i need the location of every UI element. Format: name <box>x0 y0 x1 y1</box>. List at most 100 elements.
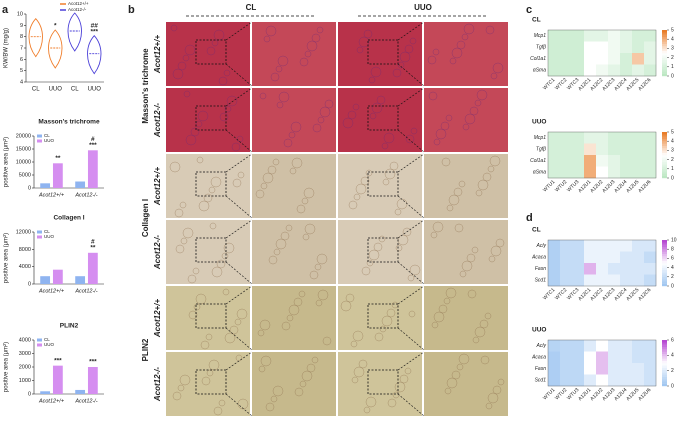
zoom-box <box>367 39 399 65</box>
heat-cell <box>620 263 633 275</box>
x-tick-label: CL <box>32 87 40 93</box>
heat-cell <box>620 363 633 375</box>
heat-cell <box>596 240 609 252</box>
legend-label: Acot12-/- <box>68 7 87 12</box>
bar <box>52 365 63 394</box>
tissue-texture <box>275 238 287 250</box>
colorbar-step <box>662 64 667 67</box>
tissue-texture <box>484 312 492 320</box>
legend-label: Acot12+/+ <box>68 1 89 6</box>
colorbar-label: 1 <box>671 166 674 172</box>
heat-cell <box>572 274 585 287</box>
heat-cell <box>596 143 609 156</box>
tissue-texture <box>268 255 278 265</box>
zoom-line <box>397 87 425 107</box>
colorbar-step <box>662 244 667 248</box>
legend-label: UUO <box>44 342 54 347</box>
zoom-box <box>367 237 399 263</box>
heat-cell <box>644 240 657 252</box>
tissue-texture <box>179 201 187 209</box>
tissue-texture <box>466 253 476 263</box>
tissue-texture <box>404 367 412 375</box>
tissue-texture <box>475 189 483 197</box>
tissue-texture <box>197 110 209 122</box>
tissue-texture <box>409 264 421 276</box>
tissue-texture <box>351 376 359 384</box>
tissue-texture <box>480 355 490 365</box>
zoom-line <box>397 261 425 285</box>
tissue-texture <box>324 99 334 109</box>
heat-cell <box>620 274 633 287</box>
heat-cell <box>644 340 657 352</box>
tissue-texture <box>187 274 197 284</box>
chart-title: PLIN2 <box>60 323 79 330</box>
heat-cell <box>644 363 657 375</box>
heat-cell <box>560 132 573 144</box>
heat-cell <box>560 53 573 65</box>
tissue-texture <box>399 51 411 63</box>
zoom-box <box>195 303 227 329</box>
bar <box>52 163 63 188</box>
tissue-texture <box>430 231 438 239</box>
micrograph <box>338 286 422 350</box>
bar <box>40 183 51 188</box>
heat-cell <box>572 374 585 387</box>
heat-cell <box>644 351 657 364</box>
tissue-texture <box>170 24 178 32</box>
heat-frame <box>547 339 657 387</box>
tissue-texture <box>278 91 290 103</box>
colorbar-step <box>662 383 667 387</box>
zoom-line <box>397 285 425 305</box>
micrograph <box>424 154 508 218</box>
colorbar-step <box>662 53 667 56</box>
colorbar-label: 3 <box>671 148 674 154</box>
bar <box>87 150 98 188</box>
zoom-line <box>225 219 253 239</box>
heat-cell <box>620 53 633 65</box>
tissue-texture <box>350 340 358 348</box>
tissue-texture <box>317 289 329 301</box>
tissue-texture <box>363 29 373 39</box>
zoom-box <box>195 39 227 65</box>
micrograph <box>424 286 508 350</box>
genotype-label: Acot12-/- <box>153 103 162 139</box>
tissue-texture <box>462 123 470 131</box>
tissue-texture <box>316 26 324 34</box>
tissue-texture <box>175 244 185 254</box>
x-tick-label: UUO <box>49 87 63 93</box>
y-tick-label: 20000 <box>16 133 31 139</box>
tissue-texture <box>316 253 328 265</box>
heat-cell <box>572 30 585 42</box>
tissue-texture <box>459 270 467 278</box>
tissue-texture <box>315 299 323 307</box>
tissue-texture <box>369 112 377 120</box>
colorbar-step <box>662 281 667 284</box>
tissue-texture <box>445 287 457 299</box>
heat-cell <box>608 374 621 387</box>
tissue-texture <box>219 112 229 122</box>
x-tick-label: CL <box>71 87 79 93</box>
tissue-texture <box>234 318 242 326</box>
tissue-texture <box>211 266 223 278</box>
micrograph <box>338 22 422 86</box>
heat-cell <box>584 41 597 54</box>
legend-swatch <box>37 235 42 239</box>
colorbar-step <box>662 276 667 280</box>
colorbar-step <box>662 69 667 72</box>
colorbar-step <box>662 351 667 354</box>
bar <box>40 391 51 394</box>
heat-cell <box>644 143 657 156</box>
tissue-texture <box>277 55 289 67</box>
tissue-texture <box>184 44 196 56</box>
zoom-line <box>225 195 253 219</box>
heat-cell <box>620 64 633 77</box>
zoom-line <box>397 195 425 219</box>
tissue-texture <box>446 377 458 389</box>
significance: # <box>91 136 95 143</box>
colorbar-step <box>662 32 667 35</box>
tissue-texture <box>365 396 377 408</box>
zoom-line <box>397 153 425 173</box>
tissue-texture <box>387 398 397 408</box>
colorbar-step <box>662 374 667 377</box>
zoom-line <box>225 63 253 87</box>
